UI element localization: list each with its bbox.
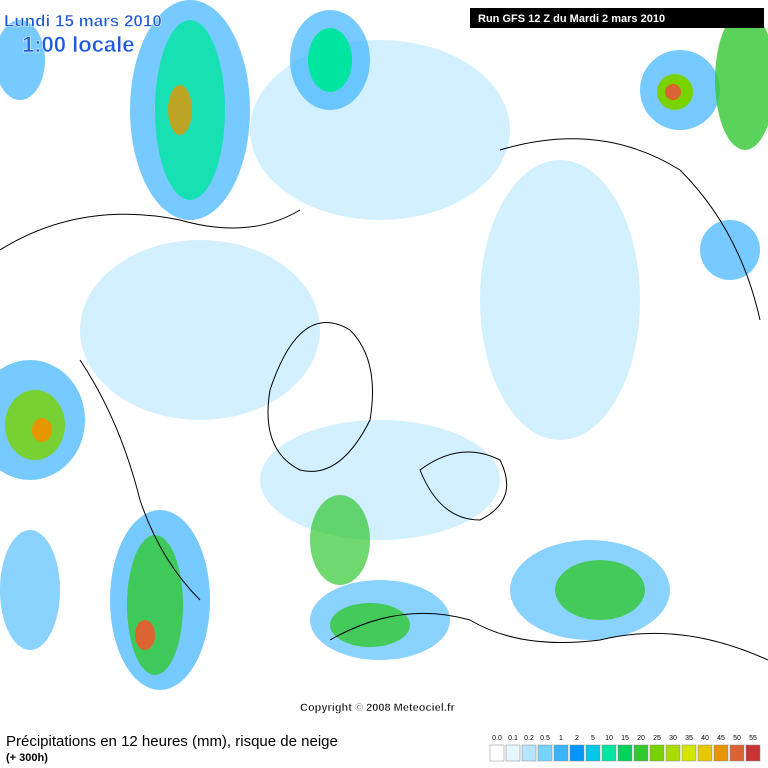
legend-label: 0.1 <box>508 735 518 742</box>
legend-label: 45 <box>717 735 725 742</box>
legend-label: 50 <box>733 735 741 742</box>
legend-swatch <box>665 744 681 762</box>
legend-label: 5 <box>591 735 595 742</box>
legend-label: 10 <box>605 735 613 742</box>
legend-swatch <box>617 744 633 762</box>
legend-label: 0.5 <box>540 735 550 742</box>
legend-swatch <box>729 744 745 762</box>
legend-label: 0.0 <box>492 735 502 742</box>
legend-label: 1 <box>559 735 563 742</box>
legend-label: 55 <box>749 735 757 742</box>
legend-swatch <box>745 744 761 762</box>
legend-label: 2 <box>575 735 579 742</box>
legend-swatch <box>553 744 569 762</box>
legend-swatch <box>537 744 553 762</box>
legend-label: 40 <box>701 735 709 742</box>
legend-label: 0.2 <box>524 735 534 742</box>
legend-swatch <box>697 744 713 762</box>
legend-swatch <box>649 744 665 762</box>
legend-swatch <box>489 744 505 762</box>
coastlines <box>0 138 768 661</box>
legend-swatch <box>521 744 537 762</box>
run-info: Run GFS 12 Z du Mardi 2 mars 2010 <box>478 13 665 25</box>
footer-title: Précipitations en 12 heures (mm), risque… <box>6 733 338 750</box>
legend-swatch <box>585 744 601 762</box>
legend-swatch <box>569 744 585 762</box>
copyright: Copyright © 2008 Meteociel.fr <box>300 702 456 714</box>
legend-swatch <box>601 744 617 762</box>
legend-swatch <box>633 744 649 762</box>
legend: 0.0 0.1 0.2 0.5 1 2 5 10 15 20 25 30 35 40 45 50 55 <box>489 735 761 762</box>
legend-label: 15 <box>621 735 629 742</box>
forecast-date: Lundi 15 mars 2010 <box>4 11 162 30</box>
legend-label: 25 <box>653 735 661 742</box>
legend-label: 35 <box>685 735 693 742</box>
footer-lead: (+ 300h) <box>6 752 48 764</box>
forecast-time: 1:00 locale <box>22 32 135 57</box>
legend-swatch <box>713 744 729 762</box>
legend-label: 30 <box>669 735 677 742</box>
run-box <box>470 8 764 28</box>
legend-swatch <box>505 744 521 762</box>
precipitation-field <box>0 0 768 690</box>
legend-swatch <box>681 744 697 762</box>
legend-label: 20 <box>637 735 645 742</box>
